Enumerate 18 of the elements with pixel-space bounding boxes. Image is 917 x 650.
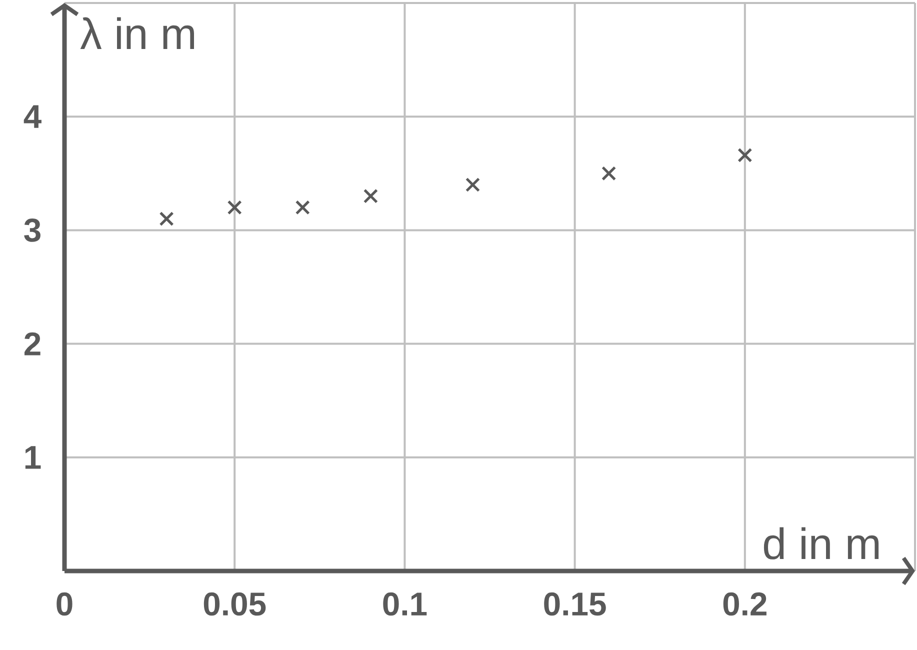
point bbox=[159, 212, 174, 226]
point bbox=[602, 166, 616, 181]
y-tick-label: 3 bbox=[24, 218, 40, 242]
y-axis-title: λ in m bbox=[80, 17, 194, 49]
point bbox=[738, 148, 752, 163]
x-tick-label: 0.1 bbox=[383, 592, 427, 616]
y-tick-label: 1 bbox=[25, 446, 41, 469]
x-tick-label: 0.15 bbox=[544, 592, 606, 616]
point bbox=[227, 200, 242, 215]
y-tick-label: 2 bbox=[24, 332, 40, 356]
point bbox=[363, 188, 378, 204]
point bbox=[295, 200, 310, 215]
x-tick-label: 0.05 bbox=[204, 592, 266, 616]
point bbox=[465, 177, 480, 192]
x-axis-title: d in m bbox=[764, 527, 879, 560]
y-tick-label: 4 bbox=[24, 105, 42, 128]
x-tick-label: 0.2 bbox=[723, 592, 766, 616]
x-tick-label: 0 bbox=[56, 592, 72, 616]
